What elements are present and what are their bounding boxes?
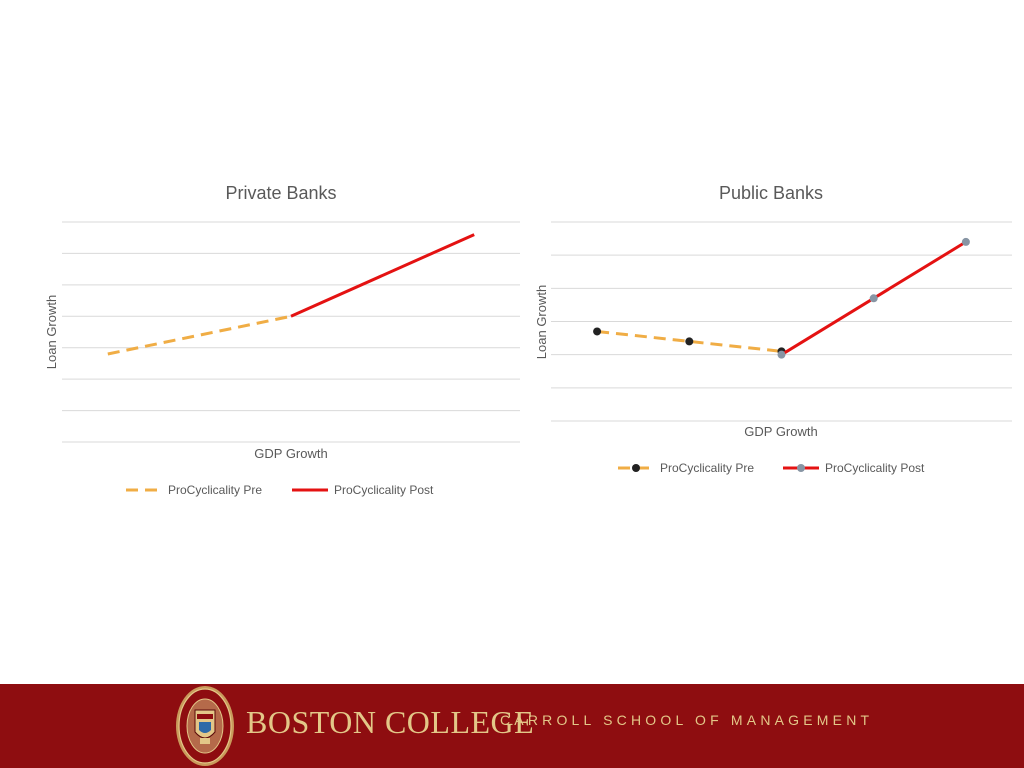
public-data-point-post xyxy=(961,237,970,246)
public-data-point-pre xyxy=(593,327,602,336)
private-series-line-pre xyxy=(107,314,292,356)
private-x-axis-label: GDP Growth xyxy=(254,446,327,461)
chart-private-banks: Private Banks Loan Growth GDP Growth ProCyc… xyxy=(40,170,530,510)
footer-bar: BOSTON COLLEGE CARROLL SCHOOL OF MANAGEM… xyxy=(0,684,1024,768)
public-data-point-post xyxy=(777,350,786,359)
private-series-line-post xyxy=(290,233,475,318)
public-chart-title: Public Banks xyxy=(719,183,823,203)
chart-public-banks: Public Banks Loan Growth GDP Growth ProCycl… xyxy=(530,170,1020,490)
public-series-line-pre xyxy=(596,329,782,353)
institution-name: BOSTON COLLEGE xyxy=(246,704,535,740)
private-chart-title: Private Banks xyxy=(225,183,336,203)
private-y-axis-label: Loan Growth xyxy=(44,295,59,369)
private-legend-label-pre: ProCyclicality Pre xyxy=(168,483,262,497)
school-name: CARROLL SCHOOL OF MANAGEMENT xyxy=(500,712,874,728)
public-banks-chart-svg: Public Banks Loan Growth GDP Growth ProCycl… xyxy=(534,183,1012,475)
public-y-axis-label: Loan Growth xyxy=(534,285,549,359)
public-legend-label-post: ProCyclicality Post xyxy=(825,461,925,475)
public-x-axis-label: GDP Growth xyxy=(744,424,817,439)
public-legend-marker-pre xyxy=(632,464,640,472)
boston-college-seal-icon xyxy=(176,686,234,766)
public-data-point-post xyxy=(869,294,878,303)
public-legend-label-pre: ProCyclicality Pre xyxy=(660,461,754,475)
public-legend-marker-post xyxy=(797,464,805,472)
private-banks-chart-svg: Private Banks Loan Growth GDP Growth ProCyc… xyxy=(44,183,520,497)
private-legend-label-post: ProCyclicality Post xyxy=(334,483,434,497)
public-data-point-pre xyxy=(685,337,694,346)
